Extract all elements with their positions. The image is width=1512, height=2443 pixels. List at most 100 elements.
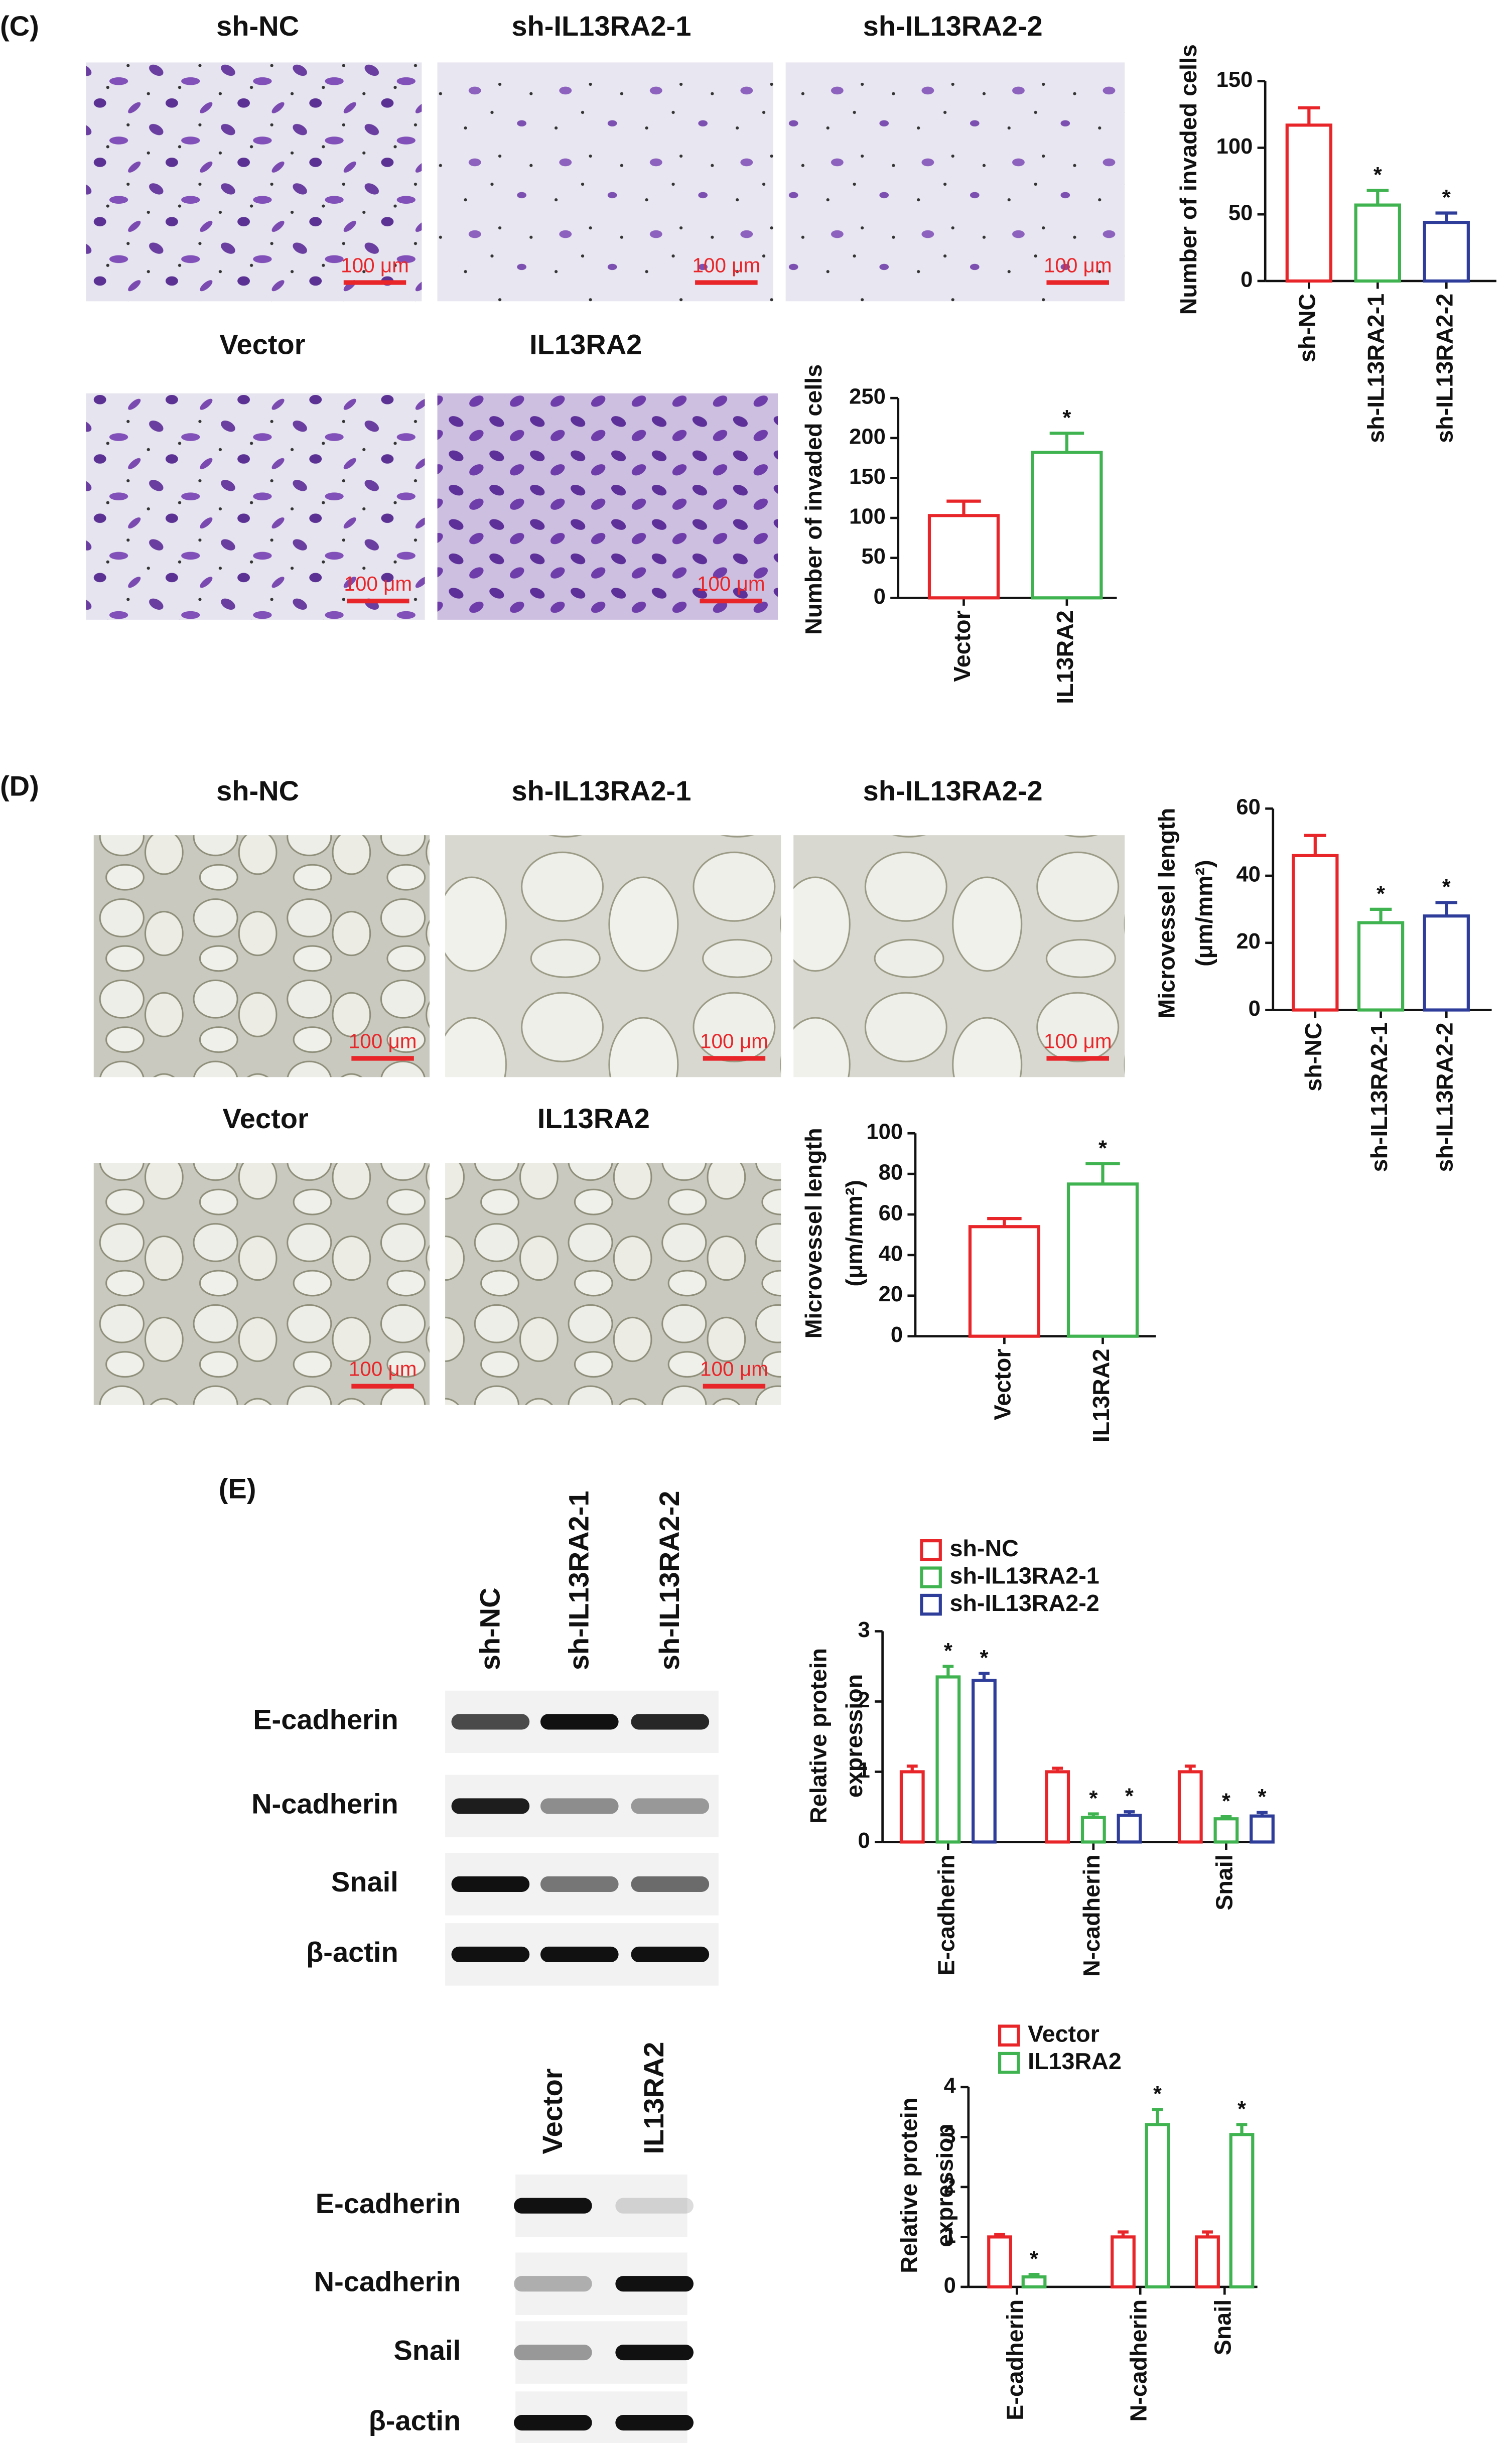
significance: * <box>1222 1790 1230 1814</box>
bar <box>972 1679 997 1844</box>
blot-band <box>615 2415 694 2431</box>
x-tick-label: N-cadherin <box>1126 2299 1152 2422</box>
y-tick-label: 0 <box>891 1323 903 1347</box>
legend-label: IL13RA2 <box>1028 2048 1122 2074</box>
significance: * <box>1089 1787 1097 1811</box>
x-tick-label: sh-NC <box>1300 1022 1326 1091</box>
blot-band <box>514 2345 592 2361</box>
scale-label: 100 μm <box>692 254 760 277</box>
y-tick-label: 60 <box>879 1201 903 1226</box>
blot-band <box>514 2415 592 2431</box>
blot-row-label: β-actin <box>369 2404 461 2436</box>
blot-row-label: N-cadherin <box>314 2266 461 2297</box>
significance: * <box>1125 1785 1134 1809</box>
legend-label: sh-IL13RA2-2 <box>949 1590 1099 1616</box>
bar <box>1292 854 1339 1012</box>
y-axis-label: expression <box>841 1674 867 1798</box>
scale-label: 100 μm <box>349 1358 417 1381</box>
y-axis-label: (μm/mm²) <box>841 1180 867 1287</box>
y-tick-label: 150 <box>1216 68 1253 92</box>
image-title: sh-IL13RA2-2 <box>863 10 1043 42</box>
panel-label: (D) <box>0 770 39 802</box>
bar <box>1285 123 1333 283</box>
y-tick-label: 200 <box>849 425 886 449</box>
y-axis-label: Relative protein <box>805 1648 831 1824</box>
blot-band <box>631 1876 710 1892</box>
bar <box>1045 1770 1070 1844</box>
blot-band <box>451 1798 530 1814</box>
y-tick-label: 1 <box>858 1758 870 1783</box>
bar <box>1354 203 1402 283</box>
x-tick-label: sh-NC <box>1294 294 1320 362</box>
y-tick-label: 3 <box>944 2124 956 2148</box>
scale-label: 100 μm <box>697 572 765 595</box>
blot-row-label: N-cadherin <box>251 1788 398 1820</box>
x-tick-label: Vector <box>949 610 975 682</box>
blot-band <box>540 1876 619 1892</box>
y-axis-label: Number of invaded cells <box>800 364 827 635</box>
y-axis-label: expression <box>932 2124 958 2247</box>
x-tick-label: N-cadherin <box>1078 1854 1105 1977</box>
scale-label: 100 μm <box>349 1030 417 1053</box>
significance: * <box>1377 882 1385 906</box>
significance: * <box>1442 186 1451 210</box>
significance: * <box>1442 875 1451 899</box>
blot-band <box>514 2276 592 2292</box>
significance: * <box>1258 1785 1267 1809</box>
blot-band <box>451 1876 530 1892</box>
y-axis-label: (μm/mm²) <box>1191 860 1217 967</box>
bar <box>1066 1182 1139 1338</box>
blot-band <box>540 1798 619 1814</box>
y-tick-label: 20 <box>1236 929 1260 954</box>
bar <box>987 2235 1012 2289</box>
image-title: IL13RA2 <box>537 1103 650 1134</box>
x-tick-label: Snail <box>1210 2299 1236 2355</box>
x-tick-label: Vector <box>990 1349 1016 1421</box>
blot-band <box>540 1946 619 1962</box>
image-title: sh-NC <box>216 10 299 42</box>
micrograph <box>86 393 425 620</box>
blot-band <box>631 1798 710 1814</box>
image-title: Vector <box>219 328 305 360</box>
scale-label: 100 μm <box>700 1030 768 1053</box>
scale-label: 100 μm <box>344 572 412 595</box>
y-tick-label: 100 <box>1216 134 1253 159</box>
blot-band <box>631 1714 710 1730</box>
image-title: Vector <box>223 1103 309 1134</box>
blot-band <box>540 1714 619 1730</box>
bar <box>1229 2133 1255 2289</box>
significance: * <box>1153 2082 1162 2106</box>
y-axis-label: Microvessel length <box>800 1128 827 1338</box>
x-tick-label: E-cadherin <box>1002 2299 1028 2420</box>
blot-band <box>615 2198 694 2214</box>
blot-band <box>615 2276 694 2292</box>
micrograph <box>437 62 773 302</box>
blot-row-label: E-cadherin <box>316 2188 461 2219</box>
y-tick-label: 50 <box>1228 201 1253 225</box>
blot-band <box>451 1946 530 1962</box>
significance: * <box>1238 2097 1246 2121</box>
y-tick-label: 0 <box>1241 267 1253 292</box>
significance: * <box>980 1646 988 1670</box>
scale-label: 100 μm <box>1044 254 1112 277</box>
significance: * <box>1098 1136 1107 1160</box>
bar <box>1117 1814 1142 1844</box>
micrograph <box>793 835 1125 1077</box>
micrograph <box>437 393 778 620</box>
blot-band <box>451 1714 530 1730</box>
micrograph <box>785 62 1125 302</box>
blot-band <box>514 2198 592 2214</box>
y-tick-label: 80 <box>879 1161 903 1185</box>
micrograph <box>445 1163 781 1405</box>
legend-swatch <box>998 2024 1020 2047</box>
panel-label: (E) <box>219 1472 256 1504</box>
bar <box>899 1770 925 1844</box>
y-tick-label: 3 <box>858 1618 870 1642</box>
legend-swatch <box>920 1593 942 1616</box>
legend-label: sh-IL13RA2-1 <box>949 1563 1099 1589</box>
y-tick-label: 50 <box>861 545 885 569</box>
lane-label: Vector <box>536 2068 568 2154</box>
y-tick-label: 20 <box>879 1282 903 1306</box>
y-axis-label: Microvessel length <box>1154 808 1180 1019</box>
